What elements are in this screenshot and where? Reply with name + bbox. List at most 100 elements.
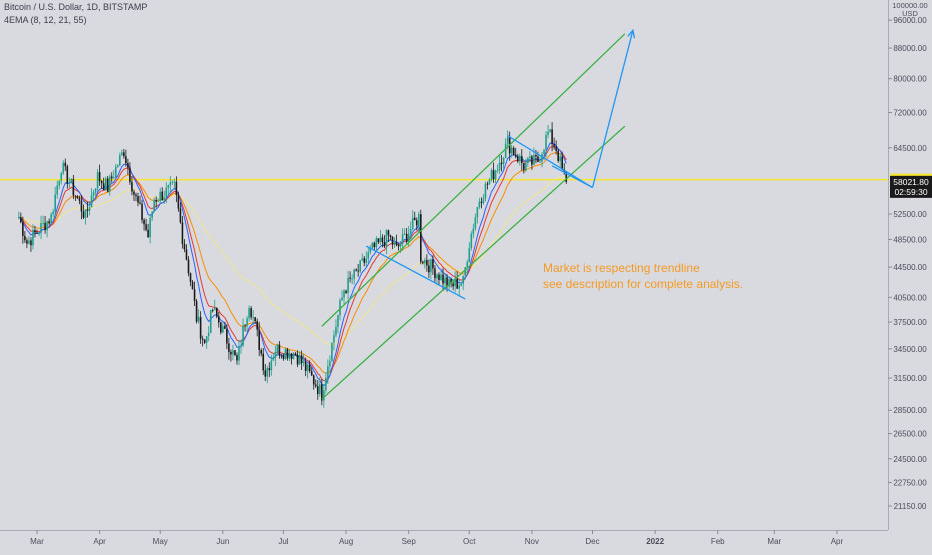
candle-body	[56, 185, 58, 195]
candle-body	[323, 390, 325, 401]
candle-body	[54, 194, 56, 212]
candle-body	[349, 277, 351, 279]
projection-arrowhead	[627, 28, 636, 39]
candle-body	[100, 181, 103, 184]
candle-body	[181, 222, 184, 244]
candle-body	[555, 146, 557, 151]
candle-body	[248, 308, 250, 319]
candle-body	[559, 156, 561, 161]
candle-body	[345, 290, 347, 293]
candle-body	[383, 242, 386, 247]
x-tick-label: 2022	[646, 537, 664, 546]
candle-body	[420, 214, 422, 262]
candle-body	[46, 221, 48, 231]
candle-body	[167, 185, 170, 188]
currency-label: USD	[902, 9, 918, 18]
candle-body	[129, 167, 131, 183]
candle-body	[274, 352, 277, 358]
annotation-text: see description for complete analysis.	[543, 277, 743, 291]
candle-body	[70, 178, 73, 183]
last-price-badge	[890, 175, 932, 198]
candle-body	[135, 194, 137, 197]
candle-body	[183, 243, 186, 250]
candle-body	[391, 236, 394, 245]
candle-body	[104, 178, 107, 190]
candle-body	[288, 353, 291, 359]
candle-body	[82, 211, 85, 218]
countdown-label: 02:59:30	[894, 187, 927, 197]
last-price-label: 58021.80	[893, 177, 929, 187]
candle-body	[244, 325, 246, 327]
candle-body	[24, 235, 26, 241]
candle-body	[393, 242, 396, 245]
x-tick-label: Aug	[339, 537, 353, 546]
candle-body	[306, 364, 309, 372]
candle-body	[201, 338, 204, 340]
candle-body	[407, 233, 410, 242]
candle-body	[500, 162, 503, 165]
candle-body	[490, 170, 493, 180]
candle-body	[448, 279, 450, 287]
y-tick-label: 88000.00	[893, 44, 927, 53]
candle-body	[163, 196, 166, 201]
candle-body	[234, 350, 236, 356]
candle-body	[335, 326, 337, 336]
candle-body	[476, 207, 479, 218]
candle-body	[153, 200, 155, 212]
candle-body	[278, 344, 281, 356]
candle-body	[415, 220, 418, 226]
candle-body	[401, 234, 404, 245]
candle-body	[343, 290, 345, 298]
candle-body	[533, 154, 535, 165]
candle-body	[377, 238, 380, 243]
candle-body	[529, 156, 531, 159]
candle-body	[316, 386, 319, 395]
candle-body	[141, 203, 143, 220]
candle-body	[531, 156, 533, 165]
candle-body	[137, 196, 139, 203]
x-tick-label: Dec	[585, 537, 599, 546]
candle-body	[518, 156, 521, 162]
candle-body	[22, 222, 24, 236]
candle-body	[381, 237, 384, 243]
channel-line-upper	[321, 33, 626, 327]
x-tick-label: Sep	[402, 537, 417, 546]
candle-body	[310, 371, 313, 376]
candle-body	[403, 233, 406, 235]
candle-body	[486, 183, 489, 185]
candle-body	[224, 326, 226, 329]
candle-body	[246, 318, 248, 326]
x-tick-label: Mar	[30, 537, 44, 546]
candle-body	[512, 147, 515, 155]
candle-body	[385, 230, 388, 247]
candle-body	[218, 316, 220, 323]
candle-body	[359, 260, 361, 272]
candle-body	[375, 238, 378, 248]
candle-body	[308, 364, 311, 372]
candle-body	[169, 182, 172, 186]
candle-body	[438, 274, 440, 281]
candle-body	[365, 258, 368, 263]
candle-body	[207, 333, 210, 337]
candle-body	[211, 310, 214, 311]
candle-body	[213, 307, 216, 311]
candle-body	[440, 274, 442, 281]
candle-body	[498, 162, 501, 171]
candle-body	[280, 355, 283, 357]
candle-body	[236, 355, 238, 361]
candle-body	[333, 335, 335, 343]
candle-body	[422, 261, 424, 264]
candle-body	[125, 156, 127, 163]
candle-body	[230, 351, 232, 355]
candle-body	[545, 134, 547, 150]
candle-body	[94, 188, 97, 193]
candle-body	[161, 191, 164, 201]
candle-body	[68, 182, 71, 184]
candle-body	[460, 283, 462, 286]
candle-body	[159, 191, 162, 201]
candle-body	[488, 179, 491, 185]
candle-body	[470, 233, 473, 249]
candle-body	[506, 137, 509, 144]
